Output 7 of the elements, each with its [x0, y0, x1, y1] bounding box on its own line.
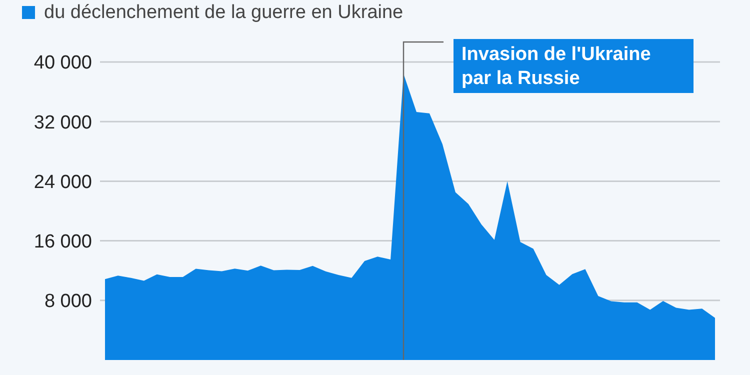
y-tick-label: 16 000: [34, 231, 92, 252]
y-tick-label: 40 000: [34, 52, 92, 74]
annotation: Invasion de l'Ukraine par la Russie: [462, 44, 651, 89]
y-tick-label: 24 000: [34, 172, 92, 193]
y-tick-label: 8 000: [44, 291, 92, 312]
legend-label: du déclenchement de la guerre en Ukraine: [44, 2, 404, 23]
y-tick-label: 32 000: [34, 112, 92, 134]
